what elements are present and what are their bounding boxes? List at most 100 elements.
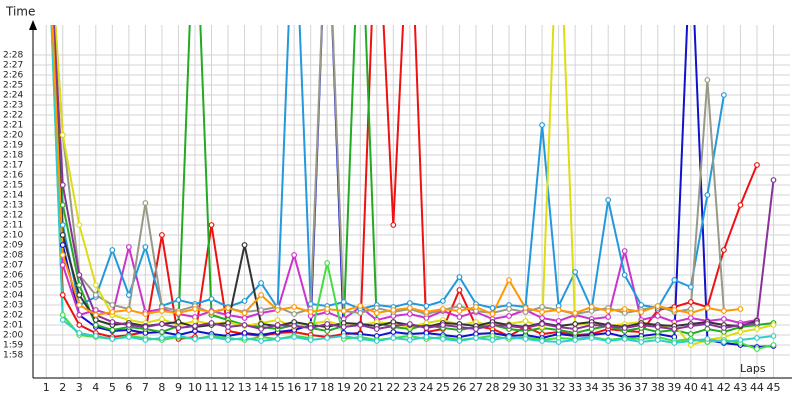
point-marker [340,308,347,314]
point-marker [720,325,727,331]
point-marker [159,232,165,238]
y-tick-label: 2:09 [3,241,23,251]
point-marker [406,321,413,327]
point-marker [307,325,314,331]
point-marker [456,308,463,314]
y-tick-label: 2:11 [3,221,23,231]
point-marker [324,306,331,312]
point-marker [340,299,347,305]
point-marker [456,303,463,309]
x-axis-title: Laps [740,362,766,375]
x-tick-label: 39 [667,381,681,394]
point-marker [754,326,760,332]
y-tick-label: 2:14 [3,191,23,201]
point-marker [225,337,231,343]
y-tick-label: 2:15 [3,181,23,191]
series-line [52,25,725,313]
x-tick-label: 12 [221,381,235,394]
x-tick-label: 17 [304,381,318,394]
point-marker [59,262,66,268]
point-marker [506,323,512,329]
point-marker [638,302,645,308]
point-marker [92,292,99,298]
point-marker [175,297,182,303]
point-marker [192,318,198,324]
point-marker [605,338,612,344]
point-marker [390,329,397,335]
x-tick-label: 23 [403,381,417,394]
point-marker [109,327,116,333]
point-marker [76,322,83,328]
point-marker [258,338,264,344]
point-marker [754,320,760,326]
point-marker [605,197,612,203]
point-marker [473,335,479,341]
point-marker [175,333,182,339]
y-axis-title: Time [5,5,35,19]
y-tick-label: 2:06 [3,271,23,281]
point-marker [423,309,430,315]
point-marker [638,322,645,328]
point-marker [59,312,66,318]
point-marker [456,274,463,280]
x-tick-label: 37 [634,381,648,394]
point-marker [489,305,496,311]
point-marker [258,321,264,327]
point-marker [92,307,99,313]
point-marker [671,277,678,283]
point-marker [704,192,711,198]
x-tick-label: 19 [337,381,351,394]
point-marker [770,333,777,339]
x-tick-label: 7 [142,381,149,394]
x-tick-label: 27 [469,381,483,394]
point-marker [159,335,165,341]
point-marker [76,330,83,336]
point-marker [192,336,198,342]
y-tick-label: 2:08 [3,251,23,261]
point-marker [770,322,777,328]
y-tick-label: 2:12 [3,211,23,221]
point-marker [588,322,595,328]
point-marker [605,308,612,314]
point-marker [241,330,248,336]
point-marker [92,282,99,288]
point-marker [125,292,132,298]
point-marker [539,304,545,310]
point-marker [720,247,727,253]
point-marker [357,303,364,309]
point-marker [555,339,562,345]
point-marker [192,306,198,312]
y-tick-label: 2:22 [3,111,23,121]
point-marker [720,316,727,322]
x-tick-label: 35 [601,381,615,394]
point-marker [373,305,380,311]
point-marker [737,329,744,335]
point-marker [555,307,562,313]
y-tick-label: 2:02 [3,311,23,321]
point-marker [687,338,694,344]
point-marker [324,260,331,266]
point-marker [208,222,215,228]
x-tick-label: 4 [92,381,99,394]
x-tick-label: 13 [238,381,252,394]
point-marker [654,337,661,343]
point-marker [357,322,364,328]
x-tick-label: 10 [188,381,202,394]
point-marker [506,334,512,340]
point-marker [340,333,347,339]
point-marker [621,336,628,342]
x-tick-label: 30 [519,381,533,394]
point-marker [92,317,99,323]
x-tick-label: 9 [175,381,182,394]
y-tick-label: 2:27 [3,61,23,71]
point-marker [192,323,198,329]
point-marker [208,309,215,315]
point-marker [440,306,446,312]
y-tick-label: 2:07 [3,261,23,271]
point-marker [506,277,512,283]
point-marker [159,321,165,327]
point-marker [737,306,744,312]
x-tick-label: 45 [766,381,780,394]
point-marker [307,309,314,315]
